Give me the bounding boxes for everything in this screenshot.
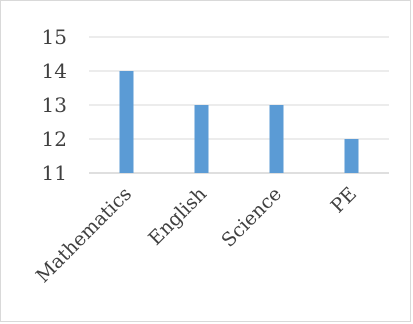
gridlines <box>89 36 389 174</box>
y-tick-label: 11 <box>42 161 67 185</box>
x-category-label: Science <box>217 183 286 252</box>
x-category-label: English <box>144 183 211 250</box>
y-tick-label: 15 <box>42 25 67 49</box>
bars <box>119 71 359 173</box>
x-category-label: PE <box>327 183 361 217</box>
bar-science <box>269 105 284 173</box>
y-tick-label: 14 <box>42 59 67 83</box>
y-tick-label: 12 <box>42 127 67 151</box>
bar-mathematics <box>119 71 134 173</box>
y-axis-tick-labels: 11 12 13 14 15 <box>42 25 67 185</box>
x-axis-category-labels: Mathematics English Science PE <box>32 183 361 287</box>
bar-pe <box>344 139 359 173</box>
y-tick-label: 13 <box>42 93 67 117</box>
x-category-label: Mathematics <box>32 183 136 287</box>
bar-english <box>194 105 209 173</box>
